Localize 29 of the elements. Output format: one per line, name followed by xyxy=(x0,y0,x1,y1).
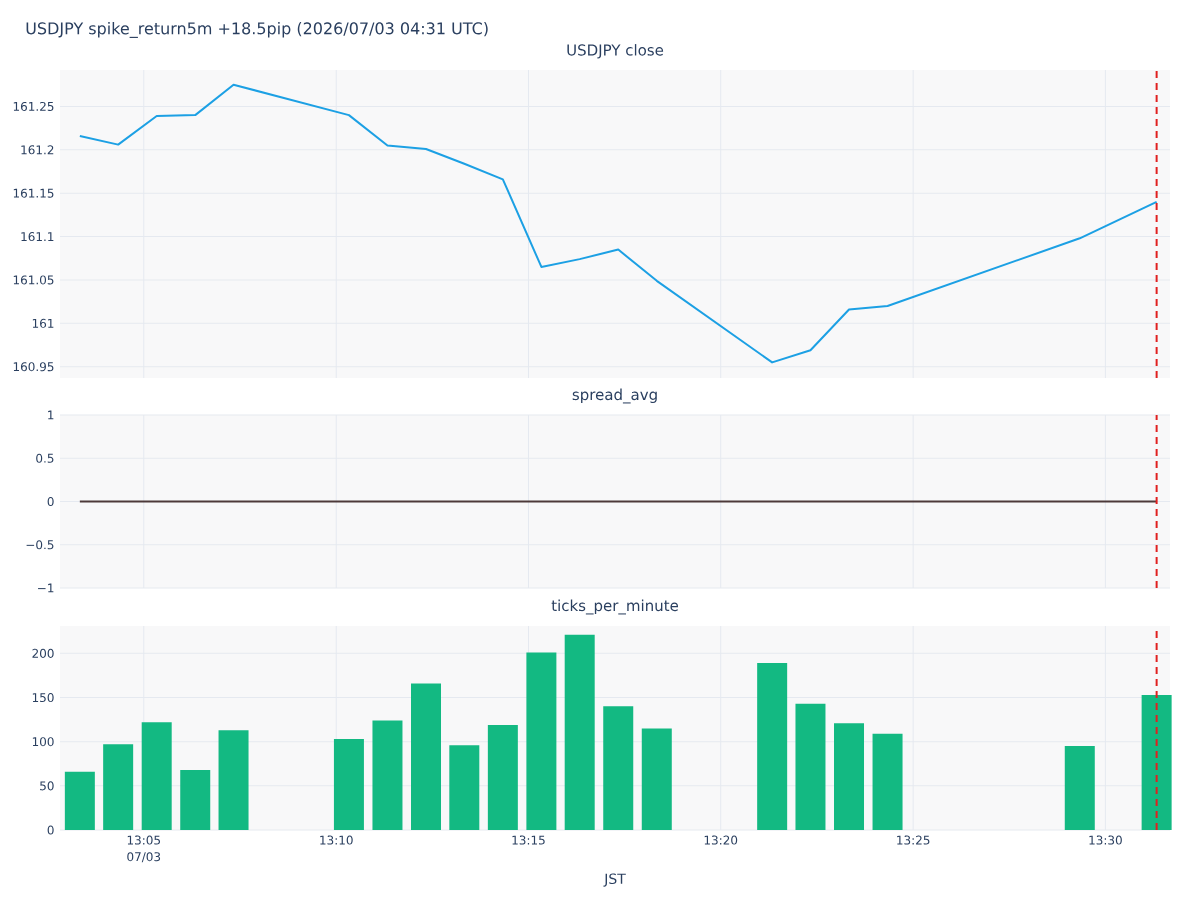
y-tick-label: 0.5 xyxy=(36,453,54,463)
x-tick-label: 13:15 xyxy=(512,835,545,845)
y-tick-label: 161 xyxy=(32,318,54,328)
y-tick-label: 0 xyxy=(47,825,54,835)
y-tick-label: 200 xyxy=(32,648,54,658)
y-tick-label: 50 xyxy=(40,781,54,791)
y-tick-label: −1 xyxy=(38,583,54,593)
y-tick-label: 161.2 xyxy=(21,145,54,155)
x-tick-label: 13:20 xyxy=(704,835,738,845)
y-tick-label: −0.5 xyxy=(26,540,54,550)
x-tick-label: 13:10 xyxy=(320,835,353,845)
x-tick-label: 13:05 xyxy=(127,835,161,845)
chart-title: spread_avg xyxy=(572,388,657,404)
y-tick-label: 161.05 xyxy=(13,275,54,285)
y-tick-label: 160.95 xyxy=(13,362,54,372)
x-tick-label: 13:25 xyxy=(897,835,930,845)
y-tick-label: 161.25 xyxy=(13,101,54,111)
y-tick-label: 1 xyxy=(48,410,54,420)
chart-title: USDJPY spike_return5m +18.5pip (2026/07/03 04:31 UTC) xyxy=(26,22,488,38)
y-tick-label: 100 xyxy=(32,737,54,747)
y-tick-label: 0 xyxy=(47,496,54,507)
x-axis-title: JST xyxy=(603,873,626,887)
y-tick-label: 150 xyxy=(32,692,54,703)
x-tick-label: 13:30 xyxy=(1089,835,1122,845)
text: 07/03 xyxy=(127,852,161,863)
chart-title: ticks_per_minute xyxy=(551,599,679,615)
y-tick-label: 161.15 xyxy=(13,188,54,198)
y-tick-label: 161.1 xyxy=(21,232,54,242)
chart-subtitle: USDJPY close xyxy=(567,44,664,59)
